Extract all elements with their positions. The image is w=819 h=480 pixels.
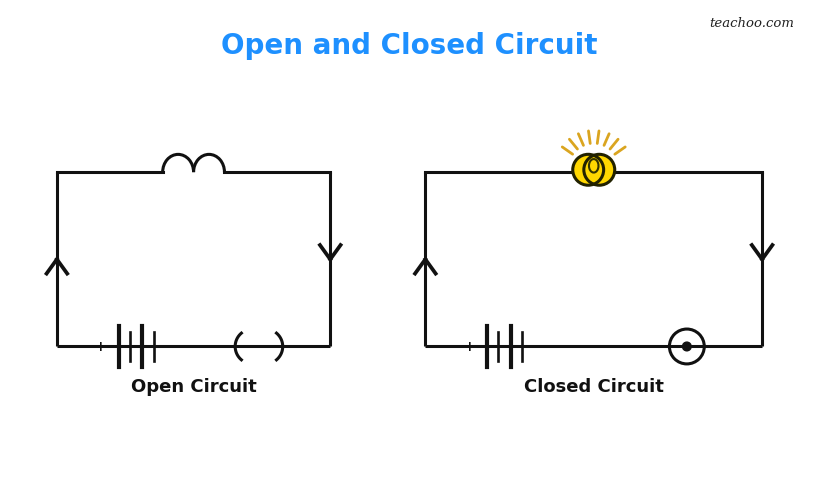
Text: Open and Closed Circuit: Open and Closed Circuit	[221, 32, 598, 60]
Text: −: −	[153, 338, 166, 353]
Text: −: −	[522, 338, 535, 353]
Text: +: +	[463, 339, 475, 353]
Circle shape	[584, 155, 615, 186]
Text: Closed Circuit: Closed Circuit	[524, 377, 663, 395]
Text: Open Circuit: Open Circuit	[131, 377, 256, 395]
Circle shape	[572, 155, 604, 186]
Text: +: +	[95, 339, 106, 353]
Circle shape	[682, 342, 691, 351]
Text: teachoo.com: teachoo.com	[708, 17, 794, 30]
